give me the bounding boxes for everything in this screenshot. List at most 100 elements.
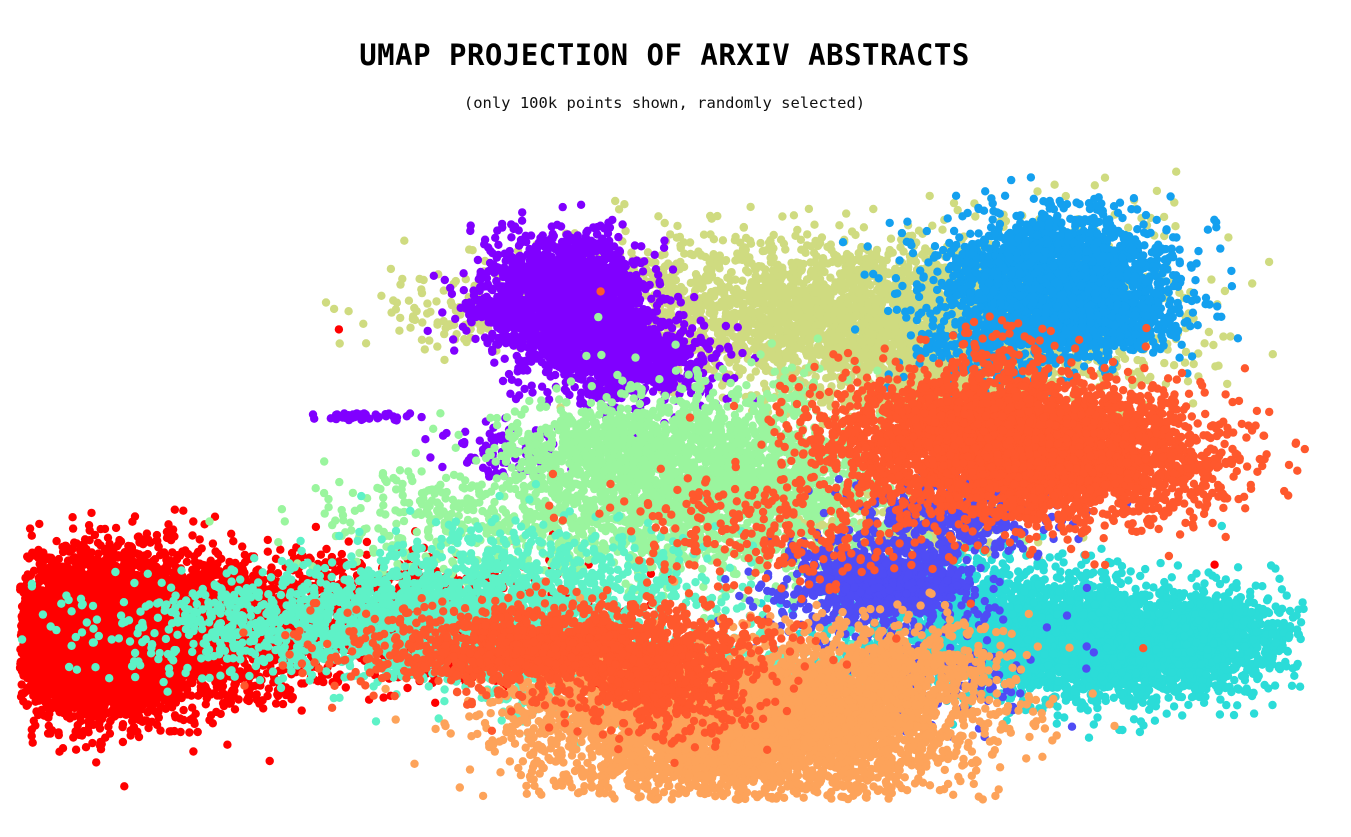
scatter-point (760, 380, 768, 388)
scatter-point (846, 258, 854, 266)
scatter-point (835, 221, 843, 229)
scatter-point (792, 327, 800, 335)
scatter-point (869, 205, 877, 213)
scatter-point (747, 259, 755, 267)
scatter-point (820, 294, 828, 302)
scatter-point (778, 266, 786, 274)
scatter-point (611, 197, 619, 205)
scatter-point (837, 315, 845, 323)
scatter-point (433, 321, 441, 329)
scatter-point (1033, 187, 1041, 195)
scatter-point (797, 261, 805, 269)
scatter-point (406, 324, 414, 332)
scatter-point (747, 240, 755, 248)
scatter-point (707, 318, 715, 326)
scatter-point (805, 205, 813, 213)
scatter-point (783, 349, 791, 357)
scatter-point (763, 315, 771, 323)
scatter-point (1171, 222, 1179, 230)
scatter-point (1184, 377, 1192, 385)
scatter-point (836, 296, 844, 304)
scatter-point (742, 266, 750, 274)
scatter-point (1269, 350, 1277, 358)
scatter-point (846, 316, 854, 324)
scatter-point (781, 245, 789, 253)
scatter-point (468, 246, 476, 254)
scatter-point (387, 265, 395, 273)
scatter-point (778, 212, 786, 220)
scatter-point (1138, 357, 1146, 365)
scatter-point (762, 286, 770, 294)
scatter-point (895, 350, 903, 358)
scatter-point (825, 342, 833, 350)
scatter-point (1207, 275, 1215, 283)
scatter-point (803, 230, 811, 238)
scatter-point (433, 342, 441, 350)
scatter-point (389, 296, 397, 304)
scatter-point (440, 356, 448, 364)
scatter-point (868, 331, 876, 339)
scatter-point (811, 296, 819, 304)
scatter-point (753, 276, 761, 284)
scatter-point (1221, 287, 1229, 295)
scatter-point (680, 250, 688, 258)
scatter-point (763, 325, 771, 333)
scatter-point (779, 339, 787, 347)
scatter-point (756, 323, 764, 331)
scatter-point (804, 350, 812, 358)
scatter-point (418, 289, 426, 297)
scatter-point (790, 275, 798, 283)
scatter-point (1170, 361, 1178, 369)
scatter-point (837, 325, 845, 333)
scatter-point (1118, 350, 1126, 358)
scatter-point (425, 336, 433, 344)
scatter-point (761, 270, 769, 278)
scatter-point (720, 303, 728, 311)
scatter-point (755, 262, 763, 270)
scatter-point (802, 305, 810, 313)
scatter-point (1153, 187, 1161, 195)
scatter-point (789, 263, 797, 271)
scatter-point (797, 246, 805, 254)
scatter-points (16, 168, 1309, 804)
scatter-point (418, 336, 426, 344)
scatter-point (772, 318, 780, 326)
scatter-point (322, 298, 330, 306)
scatter-point (756, 335, 764, 343)
scatter-point (405, 297, 413, 305)
scatter-point (740, 223, 748, 231)
scatter-point (432, 297, 440, 305)
scatter-point (808, 267, 816, 275)
scatter-point (746, 296, 754, 304)
scatter-point (746, 203, 754, 211)
scatter-point (926, 192, 934, 200)
scatter-point (1209, 341, 1217, 349)
scatter-point (813, 279, 821, 287)
scatter-point (851, 303, 859, 311)
scatter-point (825, 317, 833, 325)
scatter-point (886, 320, 894, 328)
scatter-point (680, 238, 688, 246)
scatter-point (1265, 258, 1273, 266)
scatter-point (395, 327, 403, 335)
scatter-point (1172, 168, 1180, 176)
scatter-point (1050, 181, 1058, 189)
scatter-point (817, 398, 825, 406)
scatter-point (421, 345, 429, 353)
scatter-point (697, 307, 705, 315)
scatter-point (823, 243, 831, 251)
scatter-point (700, 231, 708, 239)
scatter-point (426, 308, 434, 316)
scatter-point (838, 338, 846, 346)
scatter-point (884, 332, 892, 340)
scatter-point (714, 330, 722, 338)
scatter-point (815, 306, 823, 314)
scatter-point (706, 212, 714, 220)
scatter-point (790, 353, 798, 361)
scatter-point (859, 306, 867, 314)
scatter-point (775, 289, 783, 297)
scatter-point (419, 276, 427, 284)
scatter-point (830, 283, 838, 291)
scatter-point (673, 234, 681, 242)
